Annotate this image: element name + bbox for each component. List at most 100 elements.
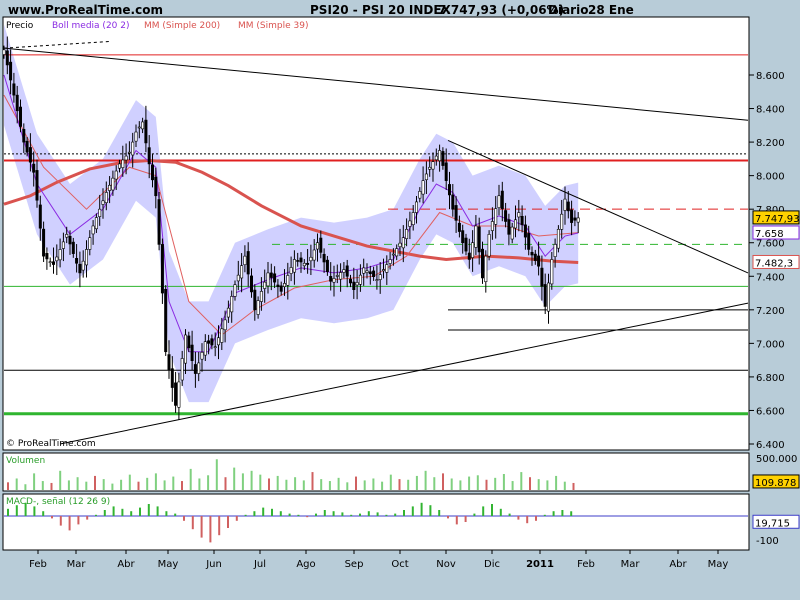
- candle-body: [85, 249, 89, 266]
- candle-body: [348, 278, 352, 284]
- volume-plot: [7, 459, 575, 490]
- price-plot: [2, 24, 749, 445]
- candle-body: [51, 261, 55, 265]
- candle-body: [530, 251, 534, 256]
- candle-body: [520, 215, 524, 226]
- candle-body: [395, 248, 399, 257]
- site-title[interactable]: www.ProRealTime.com: [8, 3, 163, 17]
- macd-last-label: 19,715: [755, 518, 790, 529]
- candle-body: [405, 229, 409, 239]
- price-tick-label: 8.400: [756, 105, 785, 116]
- candle-body: [517, 212, 521, 218]
- time-tick-label: May: [708, 559, 729, 570]
- candle-body: [438, 150, 442, 162]
- candle-body: [236, 274, 240, 282]
- time-tick-label: May: [158, 559, 179, 570]
- candle-body: [497, 195, 501, 208]
- candle-body: [276, 284, 280, 288]
- candle-body: [504, 210, 508, 222]
- price-tick-label: 7.200: [756, 306, 785, 317]
- candle-body: [388, 259, 392, 264]
- candle-body: [2, 49, 6, 55]
- candle-body: [573, 217, 577, 221]
- candle-body: [259, 291, 263, 302]
- candle-body: [513, 219, 517, 229]
- last-value-box: [752, 225, 800, 240]
- candle-body: [230, 296, 234, 313]
- legend-ma39: MM (Simple 39): [238, 21, 308, 31]
- candle-body: [154, 176, 158, 197]
- candle-body: [451, 194, 455, 210]
- period-label: Diario: [548, 3, 588, 17]
- candle-body: [487, 234, 491, 257]
- candle-body: [537, 255, 541, 267]
- symbol-title: PSI20 - PSI 20 INDEX: [310, 3, 452, 17]
- candle-body: [94, 217, 98, 230]
- candle-body: [306, 262, 310, 265]
- candle-body: [28, 147, 32, 163]
- candle-body: [457, 222, 461, 232]
- macd-panel: [2, 493, 750, 551]
- candle-body: [246, 251, 250, 275]
- candle-body: [32, 163, 36, 173]
- candle-body: [444, 162, 448, 181]
- candle-body: [431, 161, 435, 170]
- candle-body: [253, 289, 257, 311]
- candle-body: [243, 255, 247, 266]
- candle-body: [375, 279, 379, 281]
- price-tick-label: 7.600: [756, 239, 785, 250]
- candle-body: [184, 334, 188, 364]
- time-tick-label: Ago: [296, 559, 315, 570]
- time-tick-label: Nov: [436, 559, 456, 570]
- candle-body: [319, 237, 323, 253]
- candle-body: [203, 341, 207, 356]
- candle-body: [137, 126, 141, 129]
- candle-body: [88, 237, 92, 250]
- candle-body: [467, 252, 471, 260]
- candle-body: [174, 382, 178, 406]
- quote-value: 7.747,93 (+0,06%): [438, 3, 564, 17]
- candle-body: [55, 256, 59, 262]
- candle-body: [296, 260, 300, 262]
- candle-body: [533, 253, 537, 261]
- last-value-box: [752, 254, 800, 269]
- candle-body: [91, 225, 95, 235]
- last-value-label: 7.658: [755, 229, 784, 240]
- candle-body: [424, 173, 428, 181]
- candle-body: [210, 338, 214, 346]
- ma39-line: [3, 94, 579, 336]
- candle-body: [25, 140, 29, 153]
- candle-body: [220, 328, 224, 343]
- macd-last-box: [752, 514, 800, 529]
- candle-body: [217, 337, 221, 346]
- candle-body: [147, 147, 151, 165]
- price-tick-label: 8.000: [756, 172, 785, 183]
- candle-body: [45, 253, 49, 260]
- price-tick-label: 6.800: [756, 373, 785, 384]
- candle-body: [550, 259, 554, 285]
- candle-body: [114, 170, 118, 180]
- time-tick-label: Jun: [205, 559, 222, 570]
- trendline-down: [447, 139, 749, 274]
- time-tick-label: Abr: [117, 559, 135, 570]
- candle-body: [335, 275, 339, 277]
- candle-body: [71, 241, 75, 254]
- last-value-label: 7.747,93: [755, 214, 800, 225]
- candle-body: [48, 261, 52, 264]
- price-tick-label: 7.000: [756, 339, 785, 350]
- candle-body: [447, 184, 451, 196]
- candle-body: [18, 106, 22, 127]
- candle-body: [269, 272, 273, 278]
- price-axis: 8.6008.4008.2008.0007.8007.6007.4007.200…: [749, 71, 800, 451]
- candle-body: [292, 259, 296, 273]
- candle-body: [368, 271, 372, 275]
- candle-body: [398, 242, 402, 248]
- candle-body: [200, 352, 204, 360]
- price-tick-label: 6.400: [756, 440, 785, 451]
- trendline-long-down: [3, 47, 749, 121]
- candle-body: [312, 249, 316, 261]
- candle-body: [98, 208, 102, 217]
- candle-body: [523, 224, 527, 238]
- candle-body: [428, 166, 432, 170]
- candle-body: [5, 50, 9, 66]
